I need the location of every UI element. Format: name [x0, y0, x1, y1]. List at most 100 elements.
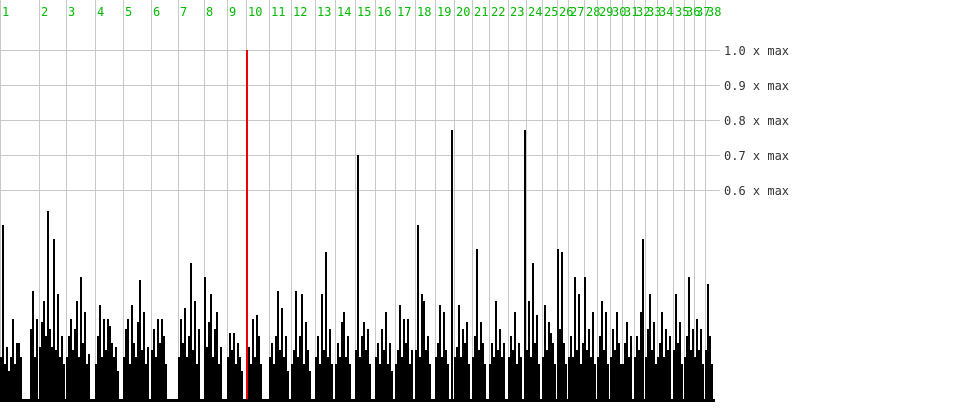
bar: [580, 364, 582, 401]
bar: [111, 343, 113, 401]
bar: [458, 304, 460, 401]
bar: [188, 336, 190, 401]
chromosome-boundary-gridline: [123, 0, 124, 400]
bar: [8, 371, 10, 401]
bar: [403, 318, 405, 401]
highlight-max-marker-line: [245, 50, 248, 402]
bar: [248, 346, 250, 401]
bar: [411, 350, 413, 401]
bar: [647, 329, 649, 401]
bar: [474, 336, 476, 401]
bar: [512, 350, 514, 401]
bar: [10, 357, 12, 401]
bar: [620, 364, 622, 401]
bar: [82, 343, 84, 401]
y-tick-label: 0.9 x max: [724, 79, 790, 93]
bar: [295, 290, 297, 401]
bar: [557, 248, 559, 401]
bar: [638, 350, 640, 401]
bar: [429, 364, 431, 401]
bar: [347, 336, 349, 401]
bar: [688, 276, 690, 401]
bar: [61, 336, 63, 401]
bar: [464, 343, 466, 401]
bar: [55, 350, 57, 401]
chromosome-boundary-gridline: [269, 0, 270, 400]
bar: [178, 357, 180, 401]
bar: [30, 329, 32, 401]
chromosome-number-label: 15: [357, 5, 372, 19]
bar: [59, 357, 61, 401]
chromosome-number-label: 38: [707, 5, 722, 19]
bar: [375, 357, 377, 401]
chromosome-number-label: 34: [659, 5, 674, 19]
bar: [241, 371, 243, 401]
bar: [88, 353, 90, 401]
bar: [401, 357, 403, 401]
bar: [95, 364, 97, 401]
bar: [622, 364, 624, 401]
bar: [582, 343, 584, 401]
bar: [216, 311, 218, 402]
bar: [584, 276, 586, 401]
chromosome-number-label: 17: [397, 5, 412, 19]
bar: [649, 294, 651, 401]
bar: [542, 357, 544, 401]
bar: [361, 336, 363, 401]
bar: [277, 290, 279, 401]
bar: [367, 329, 369, 401]
bar: [72, 350, 74, 401]
chromosome-number-label: 14: [337, 5, 352, 19]
bar: [233, 332, 235, 401]
bar: [526, 350, 528, 401]
bar: [499, 329, 501, 401]
bar: [653, 322, 655, 401]
bar: [669, 336, 671, 401]
bar: [677, 343, 679, 401]
bar: [705, 350, 707, 401]
bar: [287, 371, 289, 401]
chromosome-boundary-gridline: [291, 0, 292, 400]
chromosome-number-label: 22: [491, 5, 506, 19]
bar: [163, 336, 165, 401]
bar: [665, 329, 667, 401]
chromosome-boundary-gridline: [335, 0, 336, 400]
bar: [588, 329, 590, 401]
bar: [139, 280, 141, 401]
bar: [454, 357, 456, 401]
bar: [489, 364, 491, 401]
bar: [285, 336, 287, 401]
chromosome-boundary-gridline: [684, 0, 685, 400]
bar: [601, 301, 603, 401]
bar: [690, 350, 692, 401]
bar: [603, 350, 605, 401]
bar: [425, 350, 427, 401]
bar: [624, 343, 626, 401]
bar: [4, 364, 6, 401]
bar: [387, 364, 389, 401]
bar: [214, 329, 216, 401]
bar: [534, 343, 536, 401]
bar: [194, 301, 196, 401]
chromosome-number-label: 12: [293, 5, 308, 19]
bar: [407, 318, 409, 401]
bar: [439, 304, 441, 401]
chromosome-boundary-gridline: [557, 0, 558, 400]
bar: [590, 357, 592, 401]
bar: [563, 343, 565, 401]
chromosome-number-label: 26: [559, 5, 574, 19]
chromosome-number-label: 13: [317, 5, 332, 19]
bar: [369, 364, 371, 401]
bar: [18, 343, 20, 401]
bar: [574, 276, 576, 401]
bar: [279, 350, 281, 401]
bar: [628, 357, 630, 401]
bar: [694, 357, 696, 401]
bar: [237, 343, 239, 401]
bar: [711, 364, 713, 401]
bar: [642, 238, 644, 401]
bar: [180, 318, 182, 401]
bar: [252, 318, 254, 401]
bar: [157, 318, 159, 401]
chromosome-boundary-gridline: [645, 0, 646, 400]
